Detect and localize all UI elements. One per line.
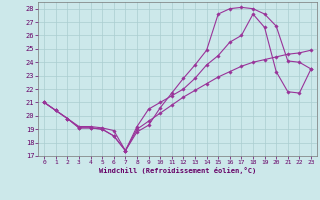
X-axis label: Windchill (Refroidissement éolien,°C): Windchill (Refroidissement éolien,°C) bbox=[99, 167, 256, 174]
